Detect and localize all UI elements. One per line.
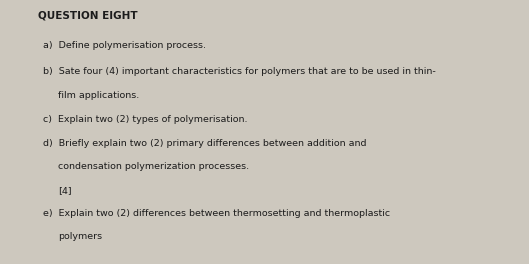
Text: e)  Explain two (2) differences between thermosetting and thermoplastic: e) Explain two (2) differences between t… [43,209,390,218]
Text: ...[4]: ...[4] [528,249,529,258]
Text: QUESTION EIGHT: QUESTION EIGHT [38,11,138,21]
Text: polymers: polymers [58,232,102,241]
Text: [4]: [4] [58,186,72,195]
Text: b)  Sate four (4) important characteristics for polymers that are to be used in : b) Sate four (4) important characteristi… [43,67,436,76]
Text: film applications.: film applications. [58,91,140,100]
Text: c)  Explain two (2) types of polymerisation.: c) Explain two (2) types of polymerisati… [43,115,248,124]
Text: condensation polymerization processes.: condensation polymerization processes. [58,162,249,171]
Text: d)  Briefly explain two (2) primary differences between addition and: d) Briefly explain two (2) primary diffe… [43,139,367,148]
Text: a)  Define polymerisation process.: a) Define polymerisation process. [43,41,206,50]
